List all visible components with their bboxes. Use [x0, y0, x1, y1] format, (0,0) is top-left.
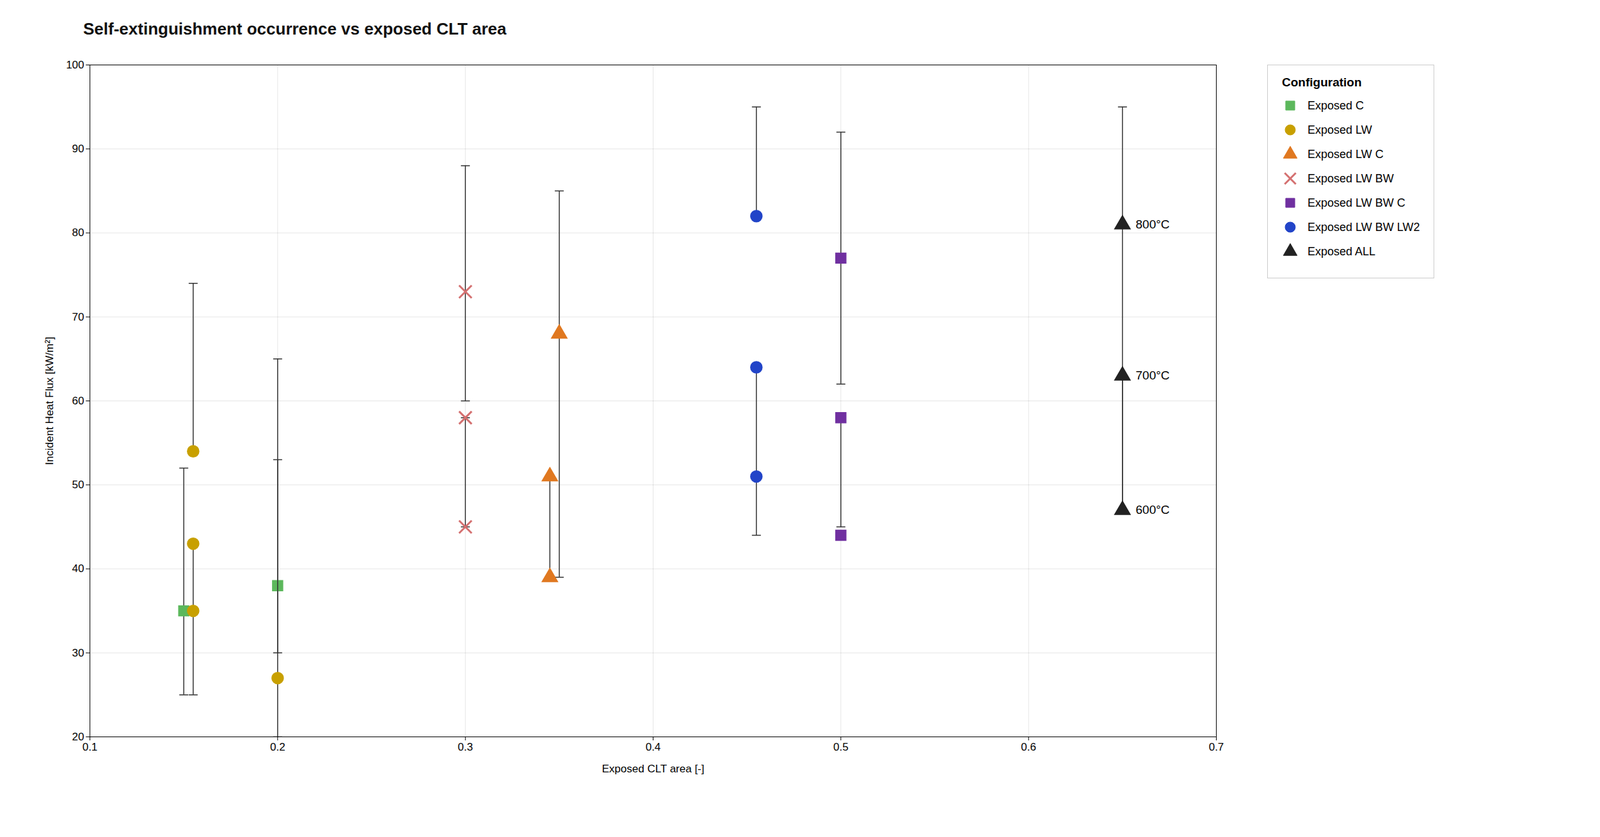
html-text:Self-extinguishment occurrence: Self-extinguishment occurrence vs expose… — [83, 19, 507, 39]
html-text:Exposed ALL: Exposed ALL — [1307, 244, 1376, 258]
svg-text:60: 60 — [72, 394, 85, 408]
html-text:Exposed LW BW LW2: Exposed LW BW LW2 — [1307, 220, 1420, 234]
svg-text:700°C: 700°C — [1136, 368, 1170, 383]
svg-text:Exposed CLT area [-]: Exposed CLT area [-] — [601, 762, 704, 776]
html-text:Exposed LW BW: Exposed LW BW — [1307, 171, 1394, 185]
svg-text:0.1: 0.1 — [82, 741, 98, 754]
html-text:Exposed C: Exposed C — [1307, 98, 1364, 112]
svg-text:30: 30 — [72, 647, 85, 660]
svg-text:80: 80 — [72, 226, 85, 239]
html-text:Exposed LW C: Exposed LW C — [1307, 147, 1384, 161]
svg-text:40: 40 — [72, 562, 85, 575]
svg-text:0.2: 0.2 — [270, 741, 286, 754]
svg-text:20: 20 — [72, 730, 85, 743]
svg-text:70: 70 — [72, 311, 85, 324]
svg-text:800°C: 800°C — [1136, 217, 1170, 232]
svg-text:90: 90 — [72, 142, 85, 155]
svg-text:0.7: 0.7 — [1208, 741, 1225, 754]
svg-text:0.3: 0.3 — [457, 741, 473, 754]
svg-text:0.6: 0.6 — [1020, 741, 1037, 754]
html-text:Exposed LW BW C: Exposed LW BW C — [1307, 196, 1406, 209]
svg-text:100: 100 — [65, 58, 84, 72]
svg-text:50: 50 — [72, 478, 85, 491]
svg-text:600°C: 600°C — [1136, 503, 1170, 517]
svg-text:Incident Heat Flux [kW/m²]: Incident Heat Flux [kW/m²] — [43, 336, 56, 465]
svg-text:0.4: 0.4 — [645, 741, 662, 754]
html-text:Exposed LW: Exposed LW — [1307, 123, 1372, 136]
svg-text:0.5: 0.5 — [833, 741, 849, 754]
html-text:Configuration: Configuration — [1281, 75, 1362, 89]
